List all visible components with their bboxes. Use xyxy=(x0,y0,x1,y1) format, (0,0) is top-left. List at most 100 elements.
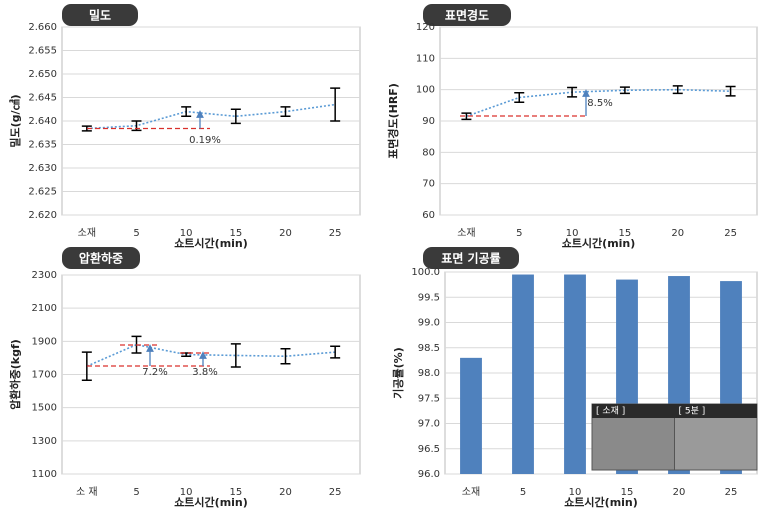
title-pill xyxy=(423,247,519,269)
title-pill xyxy=(62,4,138,26)
x-tick-label: 5 xyxy=(516,228,522,239)
x-tick-label: 25 xyxy=(725,487,738,498)
inset-band xyxy=(592,404,757,418)
x-tick-label: 15 xyxy=(619,228,632,239)
x-tick-label: 5 xyxy=(133,228,139,239)
x-tick-label: 15 xyxy=(229,228,242,239)
chart-title: 압환하중 xyxy=(79,251,123,266)
error-bar xyxy=(514,92,525,103)
y-tick-label: 2.635 xyxy=(28,140,57,151)
y-tick-label: 2300 xyxy=(32,270,57,281)
x-tick-label: 10 xyxy=(569,487,582,498)
title-pill xyxy=(62,247,140,269)
y-tick-label: 98.0 xyxy=(418,368,440,379)
title-pill xyxy=(423,4,511,26)
error-bar xyxy=(461,112,472,121)
y-tick-label: 2.625 xyxy=(28,187,57,198)
chart-title: 표면 기공률 xyxy=(441,251,500,266)
bar xyxy=(460,357,482,474)
error-bar xyxy=(280,106,291,118)
x-axis-title: 쇼트시간(min) xyxy=(174,495,248,509)
y-tick-label: 1100 xyxy=(32,469,57,480)
y-tick-label: 2100 xyxy=(32,303,57,314)
error-bar xyxy=(725,85,736,97)
error-bar xyxy=(280,348,291,365)
y-tick-label: 80 xyxy=(422,147,435,158)
error-bar xyxy=(330,87,341,122)
x-tick-label: 10 xyxy=(180,487,193,498)
trend-line xyxy=(86,343,336,367)
y-axis-title: 밀도(g/㎤) xyxy=(8,94,22,147)
error-bar xyxy=(619,86,630,95)
x-tick-label: 소 재 xyxy=(76,486,98,498)
y-tick-label: 70 xyxy=(422,179,435,190)
y-tick-label: 1900 xyxy=(32,336,57,347)
y-tick-label: 110 xyxy=(416,53,435,64)
error-bar xyxy=(230,108,241,125)
y-tick-label: 100 xyxy=(416,85,435,96)
annotation: 8.5% xyxy=(587,98,612,109)
x-tick-label: 소재 xyxy=(462,486,480,498)
y-tick-label: 2.640 xyxy=(28,116,57,127)
x-tick-label: 20 xyxy=(279,228,292,239)
y-tick-label: 99.5 xyxy=(418,292,440,303)
error-bar xyxy=(330,345,341,359)
y-tick-label: 1700 xyxy=(32,370,57,381)
x-axis-title: 쇼트시간(min) xyxy=(174,236,248,250)
x-tick-label: 5 xyxy=(520,487,526,498)
x-tick-label: 25 xyxy=(724,228,737,239)
error-bar xyxy=(230,343,241,368)
y-axis-title: 표면경도(HRF) xyxy=(386,83,400,159)
x-axis-title: 쇼트시간(min) xyxy=(562,236,636,250)
trend-line xyxy=(86,103,336,130)
error-bar xyxy=(567,86,578,98)
chart-title: 밀도 xyxy=(89,9,111,23)
x-tick-label: 25 xyxy=(329,228,342,239)
x-tick-label: 10 xyxy=(566,228,579,239)
y-tick-label: 2.630 xyxy=(28,163,57,174)
y-tick-label: 96.0 xyxy=(418,469,440,480)
inset-label: [ 5분 ] xyxy=(679,406,706,417)
annotation: 0.19% xyxy=(189,135,221,146)
y-tick-label: 60 xyxy=(422,210,435,221)
y-tick-label: 2.620 xyxy=(28,210,57,221)
annotation: 3.8% xyxy=(192,367,217,378)
x-tick-label: 소재 xyxy=(457,227,475,239)
y-tick-label: 90 xyxy=(422,116,435,127)
error-bar xyxy=(81,351,92,382)
y-tick-label: 98.5 xyxy=(418,343,440,354)
y-tick-label: 96.5 xyxy=(418,444,440,455)
x-tick-label: 15 xyxy=(229,487,242,498)
y-tick-label: 2.645 xyxy=(28,93,57,104)
x-axis-title: 쇼트시간(min) xyxy=(564,495,638,509)
bar xyxy=(564,274,586,474)
inset-label: [ 소재 ] xyxy=(596,406,625,417)
x-tick-label: 15 xyxy=(621,487,634,498)
error-bar xyxy=(672,85,683,95)
error-bar xyxy=(81,125,92,132)
y-tick-label: 2.650 xyxy=(28,69,57,80)
y-axis-title: 기공률(%) xyxy=(391,347,405,398)
y-axis-title: 압환하중(kgf) xyxy=(8,339,22,410)
x-tick-label: 10 xyxy=(180,228,193,239)
chart-title: 표면경도 xyxy=(445,8,489,23)
x-tick-label: 20 xyxy=(279,487,292,498)
y-tick-label: 97.5 xyxy=(418,393,440,404)
y-tick-label: 2.655 xyxy=(28,46,57,57)
y-tick-label: 100.0 xyxy=(411,267,440,278)
x-tick-label: 20 xyxy=(673,487,686,498)
bar xyxy=(512,274,534,474)
y-tick-label: 1500 xyxy=(32,403,57,414)
error-bar xyxy=(181,106,192,118)
x-tick-label: 20 xyxy=(671,228,684,239)
x-tick-label: 소재 xyxy=(78,227,96,239)
y-tick-label: 2.660 xyxy=(28,22,57,33)
y-tick-label: 120 xyxy=(416,22,435,33)
annotation: 7.2% xyxy=(142,367,167,378)
y-tick-label: 99.0 xyxy=(418,318,440,329)
y-tick-label: 1300 xyxy=(32,436,57,447)
x-tick-label: 5 xyxy=(133,487,139,498)
x-tick-label: 25 xyxy=(329,487,342,498)
y-tick-label: 97.0 xyxy=(418,419,440,430)
